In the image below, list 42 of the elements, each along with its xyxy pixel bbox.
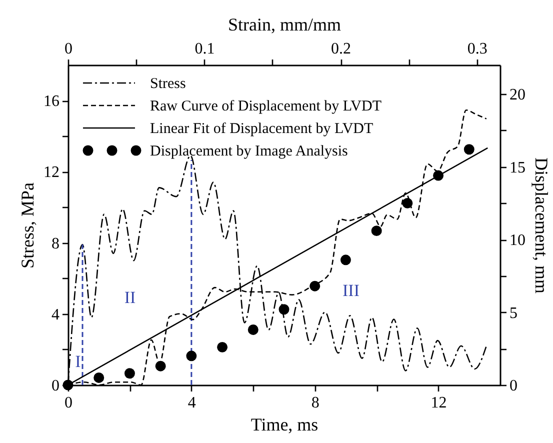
y-tick-label: 16	[44, 93, 60, 110]
x-tick-label: 8	[311, 394, 320, 412]
x-axis-title: Time, ms	[250, 414, 318, 434]
point	[186, 350, 197, 362]
point	[124, 368, 135, 379]
point	[371, 226, 382, 236]
point	[340, 254, 351, 266]
legend-label: Linear Fit of Displacement by LVDT	[150, 121, 374, 137]
x2-tick-label: 0	[64, 40, 72, 58]
y-tick-label: 12	[44, 164, 60, 182]
annotation: III	[342, 281, 360, 300]
x2-tick-label: 0.3	[467, 40, 488, 58]
point	[278, 304, 290, 315]
legend-label: Raw Curve of Displacement by LVDT	[150, 98, 382, 114]
y2-tick-label: 0	[510, 378, 518, 394]
x-tick-label: 12	[430, 394, 447, 412]
point	[94, 372, 104, 383]
x2-axis-title: Strain, mm/mm	[228, 14, 342, 34]
y2-tick-label: 20	[510, 86, 526, 104]
y2-axis-title: Displacement, mm	[532, 158, 552, 294]
point	[433, 170, 444, 181]
y-tick-label: 8	[52, 235, 60, 252]
x2-tick-label: 0.1	[194, 40, 215, 58]
annotation: II	[124, 288, 136, 307]
x2-tick-label: 0.2	[331, 40, 352, 58]
x-tick-label: 4	[188, 394, 196, 412]
y2-tick-label: 10	[510, 232, 526, 250]
point	[402, 198, 413, 208]
point	[217, 342, 228, 352]
legend-label: Stress	[150, 76, 186, 92]
point	[464, 144, 474, 155]
y2-tick-label: 5	[510, 304, 518, 322]
y2-tick-label: 15	[510, 159, 526, 176]
point	[155, 360, 166, 372]
y-tick-label: 4	[52, 306, 60, 324]
annotation: I	[75, 352, 82, 371]
y-axis-title: Stress, MPa	[18, 182, 38, 269]
legend-label: Displacement by Image Analysis	[150, 144, 348, 160]
point	[248, 324, 258, 335]
point	[310, 280, 320, 292]
y-tick-label: 0	[52, 378, 60, 394]
x-tick-label: 0	[64, 394, 72, 412]
